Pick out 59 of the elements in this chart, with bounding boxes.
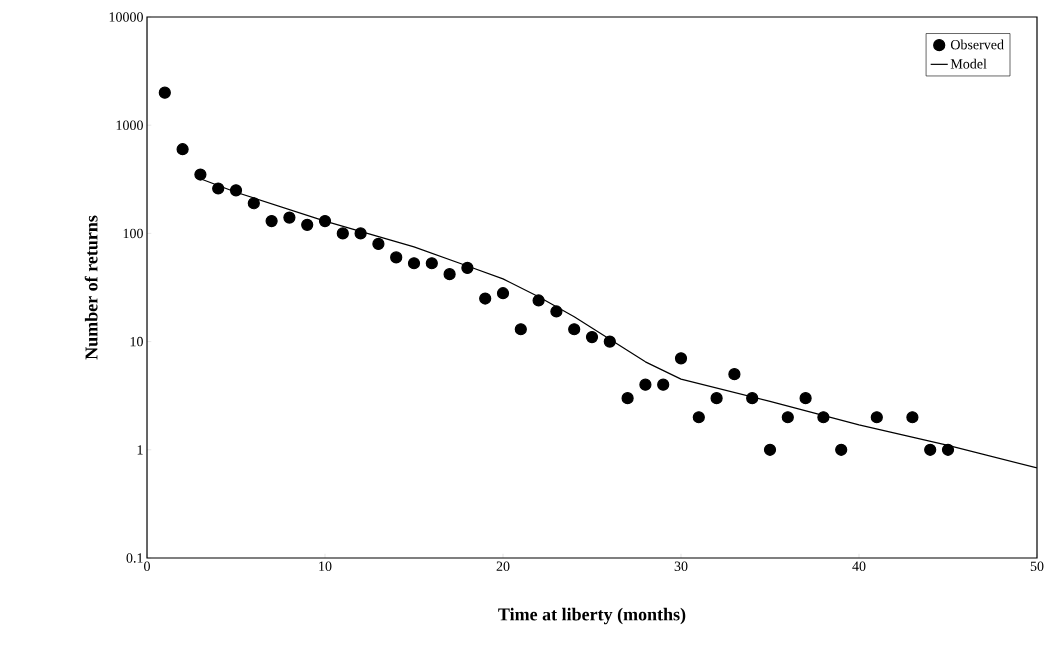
point xyxy=(621,392,634,405)
x-tick-label: 30 xyxy=(674,561,688,571)
y-tick-label: 100 xyxy=(123,228,143,239)
point xyxy=(799,392,812,405)
x-tick-label: 10 xyxy=(319,561,332,571)
point xyxy=(746,392,759,405)
point xyxy=(390,251,403,264)
point xyxy=(568,323,581,336)
point xyxy=(496,287,510,300)
point xyxy=(265,214,278,228)
point xyxy=(336,227,349,240)
point xyxy=(443,268,456,281)
y-tick-label: 10 xyxy=(130,336,143,347)
point xyxy=(639,378,652,391)
point xyxy=(550,305,563,318)
point xyxy=(835,443,848,456)
point xyxy=(657,378,670,391)
point xyxy=(407,257,421,270)
point xyxy=(585,331,599,344)
point xyxy=(283,211,296,224)
y-axis-title: Number of returns xyxy=(84,215,98,360)
point xyxy=(194,168,207,181)
point xyxy=(158,86,171,99)
point xyxy=(906,411,919,424)
point xyxy=(674,352,688,365)
legend-label: Observed xyxy=(950,39,1004,50)
x-tick-label: 20 xyxy=(496,561,510,571)
point xyxy=(176,143,189,156)
point xyxy=(728,368,741,381)
point xyxy=(425,257,438,270)
x-tick-label: 40 xyxy=(852,561,866,571)
point xyxy=(532,294,545,307)
point xyxy=(461,261,474,274)
point xyxy=(692,411,705,424)
point xyxy=(479,292,492,305)
point xyxy=(354,227,367,240)
point xyxy=(229,184,243,197)
point xyxy=(924,443,937,456)
point xyxy=(514,323,527,336)
point xyxy=(781,411,794,424)
y-tick-label: 0.1 xyxy=(126,553,143,563)
y-tick-label: 1 xyxy=(137,445,143,455)
point xyxy=(817,411,830,424)
y-tick-label: 10000 xyxy=(109,12,143,22)
point xyxy=(247,197,260,210)
x-tick-label: 50 xyxy=(1030,561,1044,571)
point xyxy=(372,237,385,250)
point xyxy=(603,335,616,348)
point xyxy=(870,411,883,424)
x-tick-label: 0 xyxy=(144,561,150,571)
point xyxy=(941,443,955,456)
point xyxy=(212,182,225,195)
point xyxy=(318,214,332,228)
point xyxy=(763,443,777,456)
point xyxy=(710,392,723,405)
x-axis-title: Time at liberty (months) xyxy=(498,607,686,625)
point xyxy=(301,218,314,231)
legend-label: Model xyxy=(950,58,987,69)
y-tick-label: 1000 xyxy=(116,120,143,130)
